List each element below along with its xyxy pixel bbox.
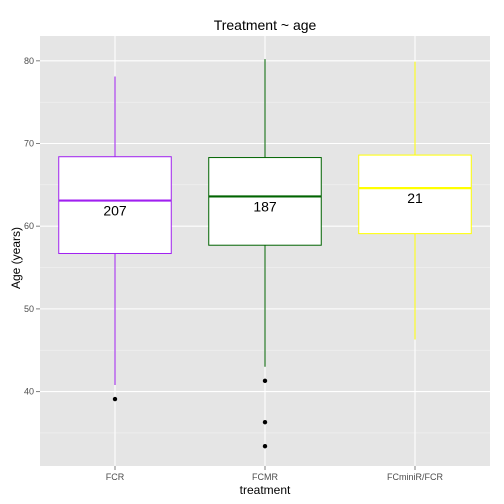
chart-title: Treatment ~ age bbox=[214, 17, 317, 33]
box-iqr bbox=[208, 157, 322, 246]
count-label: 207 bbox=[103, 203, 127, 219]
y-axis-ticks: 40 50 60 70 80 bbox=[24, 56, 40, 397]
y-tick-label: 80 bbox=[24, 56, 34, 66]
box-group: 21 bbox=[358, 61, 472, 340]
y-tick-label: 70 bbox=[24, 139, 34, 149]
x-tick-label: FCminiR/FCR bbox=[387, 472, 443, 482]
box-iqr bbox=[358, 154, 472, 235]
y-axis-title: Age (years) bbox=[9, 227, 23, 289]
x-axis-title: treatment bbox=[240, 483, 291, 497]
box-group: 207 bbox=[58, 76, 172, 402]
outlier-point bbox=[262, 378, 268, 384]
x-tick-label: FCMR bbox=[252, 472, 278, 482]
count-label: 21 bbox=[407, 190, 423, 206]
box-iqr bbox=[58, 156, 172, 254]
boxes-layer: 207 187 21 bbox=[58, 59, 472, 449]
outlier-point bbox=[112, 396, 118, 402]
y-tick-label: 40 bbox=[24, 387, 34, 397]
y-tick-label: 50 bbox=[24, 304, 34, 314]
box-group: 187 bbox=[208, 59, 322, 449]
y-tick-label: 60 bbox=[24, 221, 34, 231]
outlier-point bbox=[262, 443, 268, 449]
x-tick-label: FCR bbox=[106, 472, 125, 482]
x-axis-ticks: FCR FCMR FCminiR/FCR bbox=[106, 466, 443, 482]
outlier-point bbox=[262, 419, 268, 425]
count-label: 187 bbox=[253, 198, 277, 214]
